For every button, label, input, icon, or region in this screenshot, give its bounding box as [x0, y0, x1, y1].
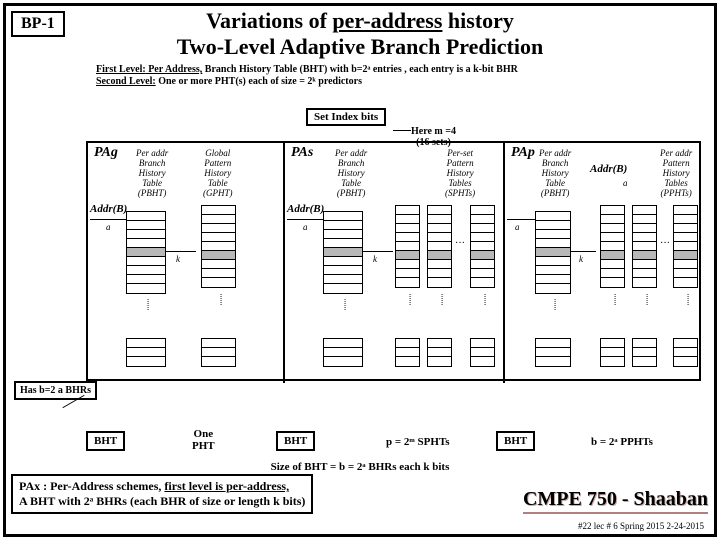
has-b-box: Has b=2 a BHRs: [14, 381, 97, 400]
bht1b: [126, 338, 166, 367]
one-pht-lbl: One PHT: [186, 426, 221, 454]
title-1b: history: [442, 8, 514, 33]
bht-lbl-1: BHT: [86, 431, 125, 451]
diagram-box: PAg Per addr Branch History Table (PBHT)…: [86, 141, 701, 381]
h-pas: PAs: [291, 145, 313, 161]
addr1: Addr(B): [90, 203, 127, 215]
bht-lbl-2: BHT: [276, 431, 315, 451]
pht1b: [201, 338, 236, 367]
addr2: Addr(B): [287, 203, 324, 215]
title-1a: Variations of: [206, 8, 332, 33]
lbl-pbht2: Per addr Branch History Table (PBHT): [335, 149, 367, 198]
bp-tag: BP-1: [11, 11, 65, 37]
lbl-ppht: Per addr Pattern History Tables (PPHTs): [660, 149, 692, 198]
k2: k: [373, 254, 377, 264]
pax-box: PAx : Per-Address schemes, first level i…: [11, 474, 313, 514]
col-pap: PAp Per addr Branch History Table (PBHT)…: [505, 143, 703, 383]
spht-b: [427, 205, 452, 288]
size-line: Size of BHT = b = 2ᵃ BHRs each k bits: [6, 461, 714, 473]
k1: k: [176, 254, 180, 264]
a1: a: [106, 222, 111, 232]
bht2: [323, 211, 363, 294]
page-title: Variations of per-address history Two-Le…: [6, 8, 714, 60]
lbl-spht: Per-set Pattern History Tables (SPHTs): [445, 149, 475, 198]
p-spht-lbl: p = 2ᵐ SPHTs: [386, 436, 450, 448]
a3: a: [515, 222, 520, 232]
b-ppht-lbl: b = 2ᵃ PPHTs: [591, 436, 653, 448]
col-pag: PAg Per addr Branch History Table (PBHT)…: [88, 143, 283, 383]
pht1: [201, 205, 236, 288]
set-index-box: Set Index bits: [306, 108, 386, 126]
footer-text: #22 lec # 6 Spring 2015 2-24-2015: [578, 521, 704, 531]
a2: a: [303, 222, 308, 232]
bht-lbl-3: BHT: [496, 431, 535, 451]
h-pag: PAg: [94, 145, 118, 161]
description: First Level: Per Address, Branch History…: [96, 64, 714, 88]
lbl-pbht3: Per addr Branch History Table (PBHT): [539, 149, 571, 198]
k3: k: [579, 254, 583, 264]
a3b: a: [623, 178, 628, 188]
ppht-c: [673, 205, 698, 288]
spht-c: [470, 205, 495, 288]
title-2: Two-Level Adaptive Branch Prediction: [6, 34, 714, 60]
ppht-a: [600, 205, 625, 288]
addr3: Addr(B): [590, 163, 627, 175]
title-1u: per-address: [332, 8, 442, 33]
lbl-gpht: Global Pattern History Table (GPHT): [203, 149, 233, 198]
lbl-pbht1: Per addr Branch History Table (PBHT): [136, 149, 168, 198]
bht1: [126, 211, 166, 294]
h-pap: PAp: [511, 145, 535, 161]
spht-a: [395, 205, 420, 288]
course-tag: CMPE 750 - Shaaban: [523, 488, 708, 514]
col-pas: PAs Per addr Branch History Table (PBHT)…: [285, 143, 503, 383]
bht3: [535, 211, 571, 294]
ppht-b: [632, 205, 657, 288]
